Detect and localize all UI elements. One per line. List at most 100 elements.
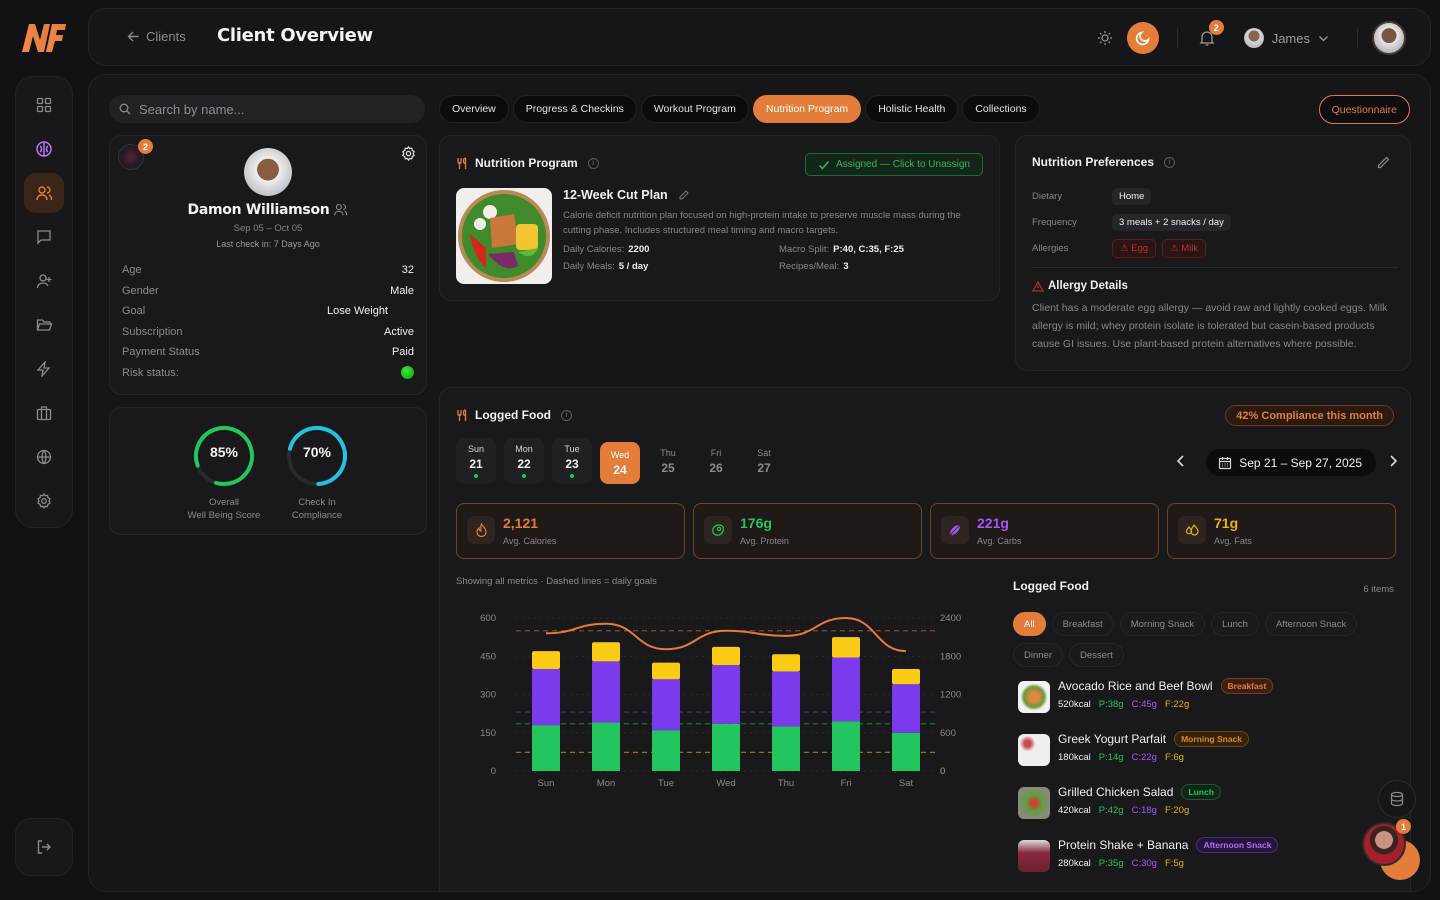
- food-item[interactable]: Protein Shake + Banana Afternoon Snack 28…: [1018, 837, 1279, 872]
- logout-button[interactable]: [15, 818, 73, 876]
- chart-bar-segment[interactable]: [532, 725, 560, 771]
- chart-bar-segment[interactable]: [592, 642, 620, 662]
- day-thu[interactable]: Thu 25: [648, 438, 688, 484]
- day-label: Fri: [710, 447, 722, 458]
- tab-overview[interactable]: Overview: [439, 95, 509, 123]
- stat-label: Daily Meals:: [563, 261, 615, 272]
- day-wed[interactable]: Wed 24: [600, 442, 640, 484]
- next-week-button[interactable]: [1386, 454, 1400, 468]
- questionnaire-button[interactable]: Questionnaire: [1318, 95, 1410, 124]
- tab-collections[interactable]: Collections: [962, 95, 1040, 123]
- sidebar-item-settings[interactable]: [24, 481, 64, 521]
- filter-afternoon-snack[interactable]: Afternoon Snack: [1264, 612, 1358, 636]
- food-item[interactable]: Avocado Rice and Beef Bowl Breakfast 520k…: [1018, 678, 1274, 713]
- search-input[interactable]: [139, 101, 399, 117]
- tab-nutrition-program[interactable]: Nutrition Program: [752, 95, 862, 123]
- food-fats: F:20g: [1164, 805, 1190, 816]
- svg-text:1200: 1200: [940, 690, 961, 701]
- tab-workout-program[interactable]: Workout Program: [640, 95, 749, 123]
- food-name: Protein Shake + Banana: [1058, 838, 1189, 852]
- food-item[interactable]: Greek Yogurt Parfait Morning Snack 180kca…: [1018, 731, 1250, 766]
- chart-bar-segment[interactable]: [652, 679, 680, 731]
- info-icon[interactable]: i: [587, 157, 599, 169]
- pencil-icon[interactable]: [679, 190, 689, 200]
- chart-bar-segment[interactable]: [832, 637, 860, 658]
- info-icon[interactable]: i: [560, 409, 572, 421]
- chart-bar-segment[interactable]: [592, 661, 620, 723]
- profile-avatar[interactable]: [1372, 21, 1406, 55]
- sidebar-item-automations[interactable]: [24, 349, 64, 389]
- logged-dot: [570, 474, 574, 478]
- day-mon[interactable]: Mon 22: [504, 438, 544, 484]
- sidebar-item-files[interactable]: [24, 305, 64, 345]
- search-box[interactable]: [109, 95, 425, 123]
- assigned-label: Assigned — Click to Unassign: [836, 159, 970, 170]
- chart-bar-segment[interactable]: [772, 726, 800, 771]
- detail-row-gender: Gender Male: [122, 281, 414, 302]
- tab-holistic-health[interactable]: Holistic Health: [865, 95, 959, 123]
- chart-bar-segment[interactable]: [652, 662, 680, 680]
- prev-week-button[interactable]: [1174, 454, 1188, 468]
- stat-avg-carbs: 221g Avg. Carbs: [930, 503, 1159, 559]
- progress-ring-avatar[interactable]: [118, 144, 144, 170]
- svg-text:0: 0: [940, 766, 945, 777]
- tab-progress-checkins[interactable]: Progress & Checkins: [512, 95, 637, 123]
- chart-bar-segment[interactable]: [832, 657, 860, 722]
- sidebar-item-messages[interactable]: [24, 217, 64, 257]
- day-sun[interactable]: Sun 21: [456, 438, 496, 484]
- users-icon[interactable]: [333, 202, 348, 217]
- sidebar-item-web[interactable]: [24, 437, 64, 477]
- filter-morning-snack[interactable]: Morning Snack: [1119, 612, 1206, 636]
- food-item[interactable]: Grilled Chicken Salad Lunch 420kcal P:42g C…: [1018, 784, 1221, 819]
- utensils-icon: [457, 156, 467, 169]
- filter-lunch[interactable]: Lunch: [1211, 612, 1259, 636]
- filter-dinner[interactable]: Dinner: [1013, 643, 1063, 667]
- dietary-row: Dietary Home: [1032, 188, 1157, 205]
- sidebar-item-ai-brain[interactable]: [24, 129, 64, 169]
- sidebar-item-clients[interactable]: [24, 173, 64, 213]
- filter-breakfast[interactable]: Breakfast: [1051, 612, 1114, 636]
- pencil-icon[interactable]: [1377, 156, 1390, 169]
- chart-bar-segment[interactable]: [592, 722, 620, 771]
- logged-food-header: Logged Food i: [456, 408, 572, 422]
- sidebar-item-dashboard[interactable]: [24, 85, 64, 125]
- chart-bar-segment[interactable]: [712, 646, 740, 666]
- sun-icon[interactable]: [1097, 30, 1113, 46]
- user-menu[interactable]: James: [1243, 28, 1329, 48]
- logged-food-list-title: Logged Food: [1013, 579, 1089, 593]
- date-range-picker[interactable]: Sep 21 – Sep 27, 2025: [1206, 449, 1376, 476]
- dietary-chip: Home: [1112, 188, 1152, 205]
- chart-bar-segment[interactable]: [652, 730, 680, 771]
- day-fri[interactable]: Fri 26: [696, 438, 736, 484]
- chart-bar-segment[interactable]: [832, 721, 860, 771]
- database-button[interactable]: [1378, 780, 1416, 818]
- gear-icon[interactable]: [401, 146, 416, 161]
- filter-all[interactable]: All: [1013, 612, 1046, 636]
- day-tue[interactable]: Tue 23: [552, 438, 592, 484]
- chart-bar-segment[interactable]: [772, 654, 800, 672]
- chart-bar-segment[interactable]: [712, 665, 740, 724]
- food-thumbnail: [1018, 681, 1050, 713]
- info-icon[interactable]: i: [1164, 156, 1176, 168]
- food-kcal: 180kcal: [1058, 752, 1091, 763]
- sidebar-item-add-client[interactable]: [24, 261, 64, 301]
- back-to-clients-link[interactable]: Clients: [127, 29, 186, 44]
- dark-mode-toggle[interactable]: [1126, 22, 1159, 54]
- chart-bar-segment[interactable]: [892, 684, 920, 733]
- chart-bar-segment[interactable]: [892, 732, 920, 771]
- chart-bar-segment[interactable]: [532, 669, 560, 726]
- svg-text:Thu: Thu: [778, 778, 794, 789]
- unassign-button[interactable]: Assigned — Click to Unassign: [805, 153, 983, 176]
- sidebar-item-business[interactable]: [24, 393, 64, 433]
- notifications-button[interactable]: 2: [1196, 20, 1224, 49]
- chart-bar-segment[interactable]: [892, 669, 920, 685]
- filter-dessert[interactable]: Dessert: [1069, 643, 1124, 667]
- chart-bar-segment[interactable]: [772, 671, 800, 727]
- wellbeing-value: 85%: [209, 444, 239, 460]
- day-sat[interactable]: Sat 27: [744, 438, 784, 484]
- food-thumbnail: [1018, 787, 1050, 819]
- chart-bar-segment[interactable]: [712, 723, 740, 771]
- day-label: Tue: [564, 444, 580, 454]
- chart-bar-segment[interactable]: [532, 651, 560, 669]
- chat-assistant-avatar[interactable]: [1362, 822, 1406, 866]
